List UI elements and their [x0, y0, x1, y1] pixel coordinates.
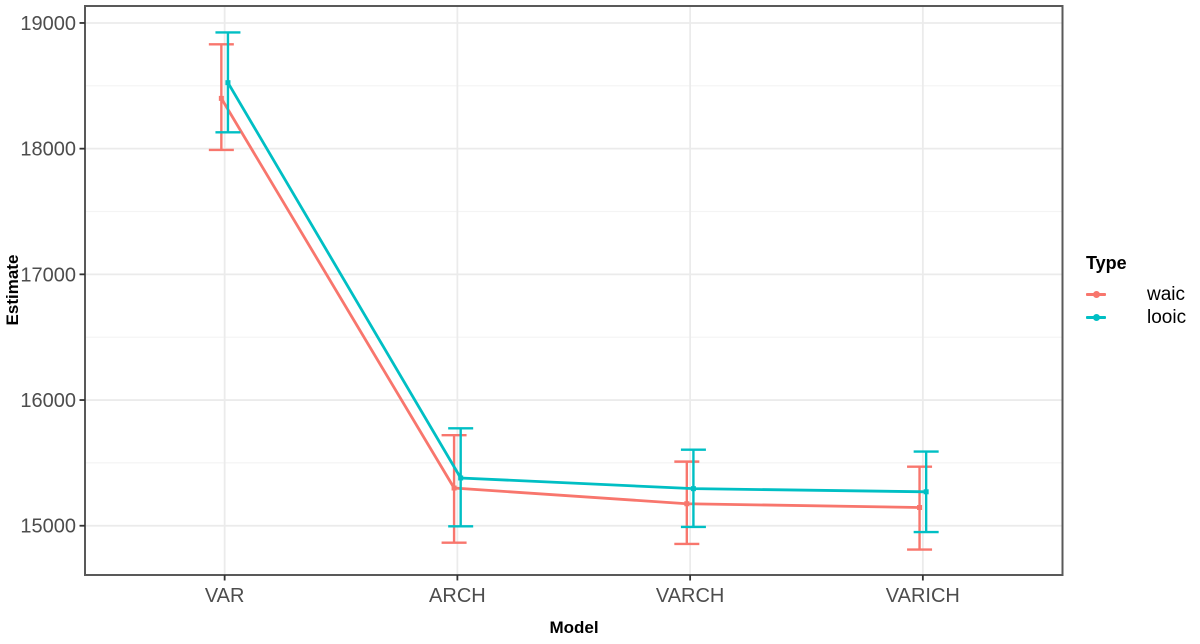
- series-line-waic: [220, 97, 920, 509]
- point-looic-VARICH: [923, 489, 929, 495]
- legend-title: Type: [1086, 253, 1127, 273]
- waic-key-dot-icon: [1092, 291, 1100, 298]
- y-tick-label: 16000: [20, 390, 76, 412]
- point-waic-VARCH: [684, 501, 690, 507]
- legend-label-waic: waic: [1147, 284, 1186, 305]
- point-waic-VARICH: [917, 505, 923, 511]
- x-axis-title: Model: [549, 618, 599, 637]
- panel-border: [84, 5, 1064, 576]
- point-looic-VARCH: [690, 486, 696, 492]
- y-tick-label: 18000: [20, 139, 76, 161]
- x-tick-label: ARCH: [429, 585, 486, 607]
- point-looic-VAR: [225, 80, 231, 86]
- series-line-looic: [226, 81, 927, 494]
- point-waic-VAR: [218, 95, 224, 101]
- legend: Type waic looic: [1086, 251, 1186, 329]
- x-tick-label: VAR: [205, 585, 245, 607]
- point-looic-ARCH: [458, 475, 464, 481]
- legend-label-looic: looic: [1147, 307, 1187, 328]
- x-tick-label: VARCH: [656, 585, 725, 607]
- waic-key-icon: [1086, 285, 1106, 305]
- legend-entry-waic: waic: [1086, 283, 1186, 306]
- point-waic-ARCH: [451, 485, 457, 491]
- y-axis-title: Estimate: [3, 254, 22, 326]
- y-tick-label: 17000: [20, 264, 76, 286]
- y-tick-label: 19000: [20, 13, 76, 35]
- looic-key-icon: [1086, 308, 1106, 328]
- x-tick-label: VARICH: [886, 585, 960, 607]
- y-tick-label: 15000: [20, 516, 76, 538]
- looic-key-dot-icon: [1092, 314, 1100, 321]
- legend-entry-looic: looic: [1086, 306, 1186, 329]
